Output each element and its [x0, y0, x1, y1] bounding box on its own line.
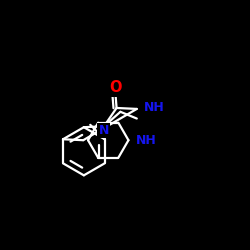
Text: NH: NH — [144, 101, 165, 114]
Text: N: N — [98, 124, 109, 137]
Text: O: O — [109, 80, 121, 95]
Text: NH: NH — [136, 134, 156, 147]
